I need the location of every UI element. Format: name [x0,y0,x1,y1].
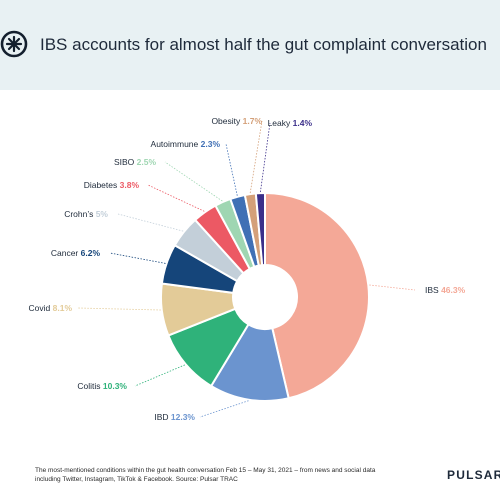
header-band: IBS accounts for almost half the gut com… [0,0,500,90]
leader-line [199,400,249,418]
leader-line [249,120,263,194]
leader-line [259,122,271,193]
slice-label-value: 3.8% [120,180,140,190]
leader-line [369,284,416,291]
slice-label-name: Leaky [268,118,293,128]
source-line-1: The most-mentioned conditions within the… [35,467,376,474]
slice-label-name: SIBO [114,157,137,167]
source-note: The most-mentioned conditions within the… [35,466,435,484]
leader-line [164,161,223,202]
slice-label-name: IBS [425,285,441,295]
slice-label-value: 2.5% [137,157,157,167]
slice-label: IBS 46.3% [425,285,466,295]
slice-ibs [264,191,370,400]
slice-label: Crohn’s 5% [64,209,108,219]
slice-label-value: 6.2% [81,248,101,258]
slice-label: SIBO 2.5% [114,157,157,167]
leader-line [134,364,186,387]
slice-label-name: Obesity [211,116,242,126]
slice-label-value: 8.1% [53,303,73,313]
leader-line [117,213,184,232]
slice-label: Obesity 1.7% [211,116,262,126]
slice-label: Leaky 1.4% [268,118,313,128]
slice-label-name: Diabetes [84,180,120,190]
slice-label-name: Cancer [51,248,81,258]
leader-line [109,252,166,264]
source-line-2: including Twitter, Instagram, TikTok & F… [35,476,238,483]
slice-label-value: 10.3% [103,381,128,391]
leader-line [225,143,238,196]
slice-label-value: 1.4% [293,118,313,128]
slice-label-value: 1.7% [243,116,263,126]
slice-label: Covid 8.1% [29,303,73,313]
brand-wordmark: PULSAR [447,468,500,482]
slice-label: Diabetes 3.8% [84,180,140,190]
donut-chart: IBS 46.3% IBD 12.3% Colitis 10.3% Covid 8.1… [29,116,466,422]
slice-label-name: Autoimmune [151,139,201,149]
slice-leaky [254,191,266,267]
slice-label-value: 2.3% [201,139,221,149]
slice-label-name: IBD [154,412,171,422]
slice-label-value: 5% [96,209,109,219]
slice-label: Colitis 10.3% [77,381,127,391]
chart-title: IBS accounts for almost half the gut com… [40,35,487,54]
leader-line [147,184,205,212]
leader-line [77,307,161,311]
slice-label-value: 46.3% [441,285,466,295]
slice-label-name: Covid [29,303,53,313]
slice-label-name: Crohn’s [64,209,96,219]
slice-label-value: 12.3% [171,412,196,422]
slice-label-name: Colitis [77,381,103,391]
slice-label: IBD 12.3% [154,412,195,422]
pulsar-logo-icon [0,30,28,58]
slice-label: Cancer 6.2% [51,248,101,258]
slice-label: Autoimmune 2.3% [151,139,221,149]
